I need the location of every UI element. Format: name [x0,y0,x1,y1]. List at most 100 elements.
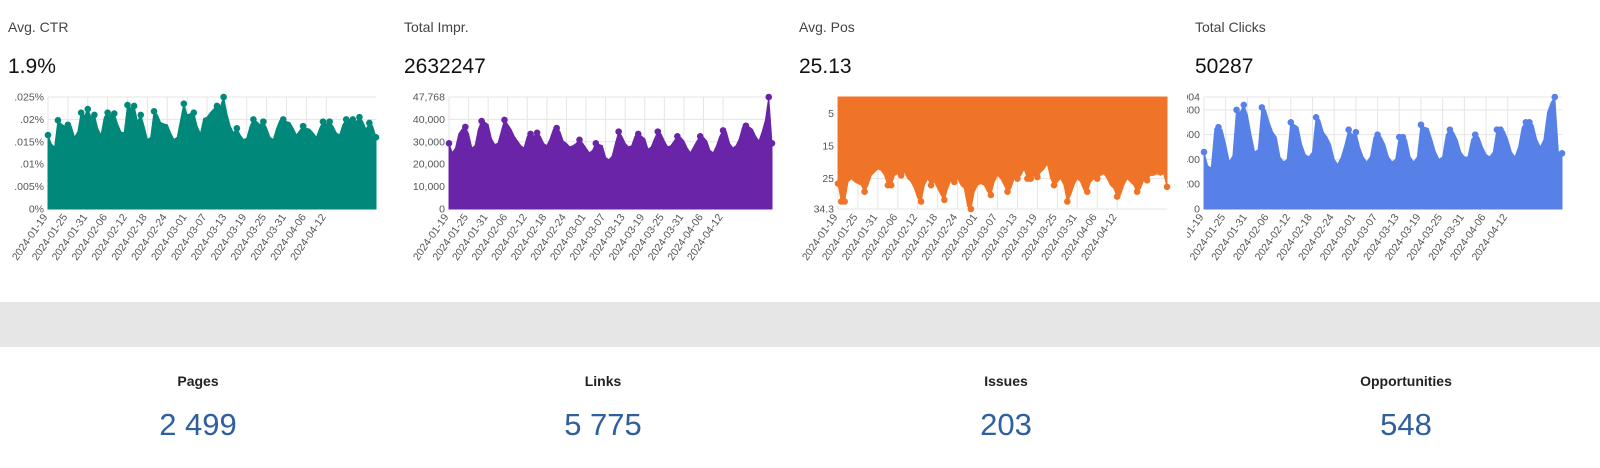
data-point[interactable] [1143,176,1151,184]
data-point[interactable] [462,123,469,131]
data-point[interactable] [84,105,92,113]
data-point[interactable] [1558,149,1566,157]
data-point[interactable] [861,188,868,195]
y-tick-label: 25 [822,173,834,185]
data-point[interactable] [917,198,925,205]
data-point[interactable] [674,133,681,140]
data-point[interactable] [1050,181,1058,189]
data-point[interactable] [54,116,62,124]
data-point[interactable] [124,101,131,109]
data-point[interactable] [279,116,287,123]
data-point[interactable] [1034,173,1041,181]
data-point[interactable] [1497,126,1504,134]
y-tick-label: 40,000 [413,114,445,126]
data-point[interactable] [1345,126,1352,134]
data-point[interactable] [299,122,307,130]
data-point[interactable] [1064,198,1071,205]
data-point[interactable] [326,118,333,125]
data-point[interactable] [634,130,642,138]
data-point[interactable] [887,181,895,189]
data-point[interactable] [150,108,158,115]
y-tick-label: .01% [20,159,44,171]
data-point[interactable] [1163,183,1171,191]
data-point[interactable] [897,172,905,179]
data-point[interactable] [64,121,72,129]
data-point[interactable] [77,109,85,116]
data-point[interactable] [1287,118,1295,126]
data-point[interactable] [349,116,357,123]
data-point[interactable] [180,100,188,108]
data-point[interactable] [1471,131,1479,138]
stat-value[interactable]: 5 775 [564,407,642,442]
data-point[interactable] [1233,106,1240,114]
data-point[interactable] [941,196,948,204]
data-point[interactable] [527,130,534,138]
stat-issues: Issues 203 [806,347,1206,468]
data-point[interactable] [319,118,327,125]
data-point[interactable] [501,116,508,124]
data-point[interactable] [1258,104,1266,111]
data-point[interactable] [1399,133,1407,141]
data-point[interactable] [1352,128,1360,136]
data-point[interactable] [250,116,257,123]
data-point[interactable] [260,118,267,125]
data-point[interactable] [478,117,485,125]
data-point[interactable] [1027,175,1035,182]
card-value: 1.9% [8,55,56,78]
data-point[interactable] [372,134,380,141]
data-point[interactable] [742,122,750,130]
data-point[interactable] [445,140,453,147]
data-point[interactable] [1417,121,1425,129]
data-point[interactable] [137,111,145,119]
data-point[interactable] [130,102,138,110]
data-point[interactable] [104,109,111,116]
data-point[interactable] [841,198,848,205]
data-point[interactable] [1083,188,1091,195]
data-point[interactable] [553,124,560,132]
data-point[interactable] [342,116,350,123]
data-point[interactable] [951,178,958,186]
stat-value[interactable]: 2 499 [159,407,237,442]
avg-ctr-chart: .025%.02%.015%.01%.005%0%2024-01-192024-… [10,92,380,263]
data-point[interactable] [533,129,541,137]
data-point[interactable] [768,140,776,147]
data-point[interactable] [1446,126,1454,134]
data-point[interactable] [592,140,600,147]
data-point[interactable] [1093,175,1101,182]
data-point[interactable] [834,180,842,187]
data-point[interactable] [233,125,241,132]
data-point[interactable] [1312,114,1320,121]
data-point[interactable] [1374,131,1381,138]
data-point[interactable] [967,205,975,213]
data-point[interactable] [1215,123,1222,131]
data-point[interactable] [356,113,363,121]
data-point[interactable] [987,191,995,199]
y-tick-label: 20,000 [413,159,445,171]
data-point[interactable] [654,128,662,135]
data-point[interactable] [696,133,704,140]
data-point[interactable] [1014,175,1021,182]
data-point[interactable] [1133,188,1141,195]
data-point[interactable] [1526,118,1533,126]
data-point[interactable] [1551,93,1559,101]
data-point[interactable] [190,109,198,116]
data-point[interactable] [1004,188,1011,195]
stat-label: Issues [984,373,1028,389]
data-point[interactable] [719,127,727,134]
data-point[interactable] [213,102,221,110]
data-point[interactable] [576,136,583,144]
stat-value[interactable]: 203 [980,407,1032,442]
stat-value[interactable]: 548 [1380,407,1432,442]
data-point[interactable] [927,181,935,189]
y-tick-label: .025% [14,92,44,104]
data-point[interactable] [615,128,622,135]
data-point[interactable] [110,110,118,117]
data-point[interactable] [1200,148,1208,156]
data-point[interactable] [366,119,373,127]
data-point[interactable] [44,131,52,139]
data-point[interactable] [1240,101,1248,109]
data-point[interactable] [91,111,98,119]
data-point[interactable] [1113,193,1121,200]
data-point[interactable] [765,93,773,101]
data-point[interactable] [220,93,227,101]
